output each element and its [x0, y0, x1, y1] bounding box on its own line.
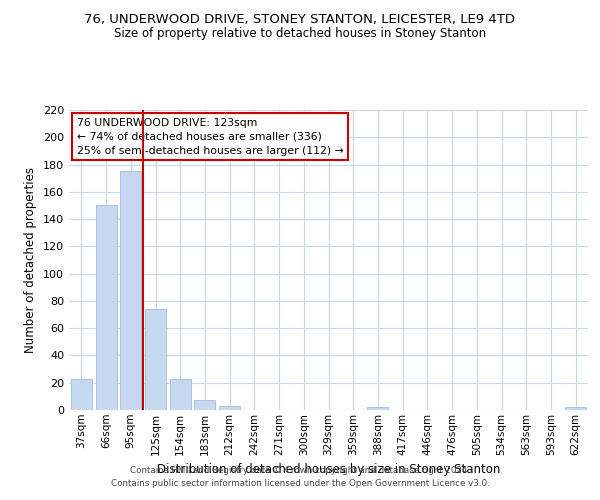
Bar	[219, 406, 240, 410]
Bar	[565, 408, 586, 410]
Bar	[95, 206, 116, 410]
Bar	[145, 309, 166, 410]
Bar	[71, 378, 92, 410]
Bar	[367, 408, 388, 410]
Bar	[170, 378, 191, 410]
Bar	[194, 400, 215, 410]
Text: Size of property relative to detached houses in Stoney Stanton: Size of property relative to detached ho…	[114, 28, 486, 40]
Y-axis label: Number of detached properties: Number of detached properties	[25, 167, 37, 353]
Text: 76, UNDERWOOD DRIVE, STONEY STANTON, LEICESTER, LE9 4TD: 76, UNDERWOOD DRIVE, STONEY STANTON, LEI…	[85, 12, 515, 26]
Text: Contains HM Land Registry data © Crown copyright and database right 2024.
Contai: Contains HM Land Registry data © Crown c…	[110, 466, 490, 487]
X-axis label: Distribution of detached houses by size in Stoney Stanton: Distribution of detached houses by size …	[157, 463, 500, 476]
Text: 76 UNDERWOOD DRIVE: 123sqm
← 74% of detached houses are smaller (336)
25% of sem: 76 UNDERWOOD DRIVE: 123sqm ← 74% of deta…	[77, 118, 344, 156]
Bar	[120, 172, 141, 410]
